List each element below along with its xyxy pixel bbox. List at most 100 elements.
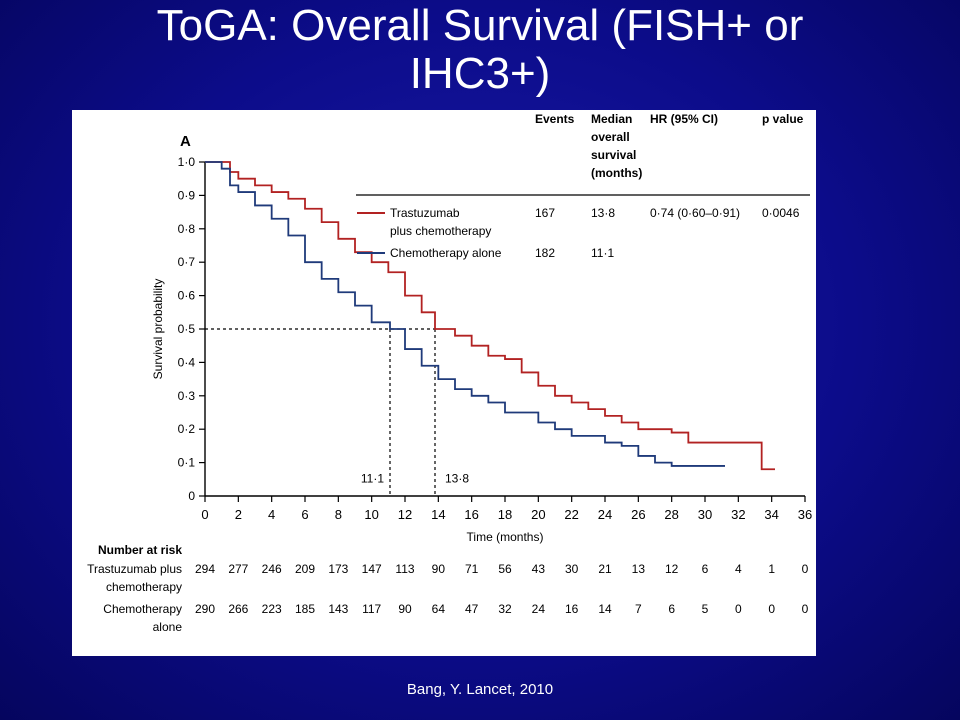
survival-figure: 0 0·1 0·2 0·3 0·4 0·5 0·6 0·7 0·8 0·9 1·0 0 2 4 6 8 10 12…	[72, 110, 816, 656]
x-tick-label: 16	[464, 507, 478, 522]
y-tick-label: 0·9	[178, 188, 196, 202]
risk-value: 209	[295, 562, 315, 576]
risk-value: 173	[328, 562, 348, 576]
risk-value: 24	[532, 602, 546, 616]
table-cell-events: 182	[535, 246, 555, 260]
y-tick-label: 0·8	[178, 222, 196, 236]
table-cell-p: 0·0046	[762, 206, 800, 220]
number-at-risk-title: Number at risk	[98, 543, 182, 557]
risk-value: 71	[465, 562, 479, 576]
table-cell-median: 11·1	[591, 246, 614, 260]
risk-value: 294	[195, 562, 215, 576]
median-label-chemo: 11·1	[361, 471, 384, 485]
risk-value: 43	[532, 562, 546, 576]
slide-title: ToGA: Overall Survival (FISH+ or IHC3+)	[0, 0, 960, 98]
x-tick-label: 24	[598, 507, 612, 522]
y-tick-label: 0·6	[178, 289, 196, 303]
table-header-p: p value	[762, 112, 804, 126]
risk-value: 246	[262, 562, 282, 576]
risk-value: 4	[735, 562, 742, 576]
table-header-median-3: survival	[591, 148, 636, 162]
risk-value: 113	[395, 562, 414, 576]
risk-value: 6	[702, 562, 709, 576]
risk-value: 7	[635, 602, 642, 616]
panel-label: A	[180, 133, 191, 150]
x-tick-label: 2	[235, 507, 242, 522]
risk-value: 223	[262, 602, 282, 616]
y-tick-label: 0·7	[178, 255, 196, 269]
risk-value: 143	[328, 602, 348, 616]
median-label-trastuzumab: 13·8	[445, 471, 469, 485]
y-axis-label: Survival probability	[151, 279, 165, 380]
series-trastuzumab-curve	[205, 161, 775, 471]
x-tick-label: 12	[398, 507, 412, 522]
y-tick-label: 1·0	[178, 155, 196, 169]
y-tick-label: 0·4	[178, 355, 196, 369]
slide-title-line2: IHC3+)	[409, 49, 551, 98]
risk-value: 0	[802, 602, 809, 616]
risk-value: 290	[195, 602, 215, 616]
risk-value: 14	[598, 602, 612, 616]
x-tick-label: 22	[564, 507, 578, 522]
risk-value: 13	[632, 562, 646, 576]
x-tick-label: 36	[798, 507, 812, 522]
risk-row-label: chemotherapy	[106, 580, 182, 594]
x-tick-label: 0	[201, 507, 208, 522]
table-cell-median: 13·8	[591, 206, 615, 220]
risk-value: 1	[768, 562, 775, 576]
slide-title-line1: ToGA: Overall Survival (FISH+ or	[156, 1, 804, 50]
risk-row-label: Trastuzumab plus	[87, 562, 182, 576]
risk-value: 117	[362, 602, 381, 616]
legend-label-trastuzumab-1: Trastuzumab	[390, 206, 460, 220]
risk-value: 90	[432, 562, 446, 576]
risk-value: 56	[498, 562, 512, 576]
risk-value: 21	[598, 562, 612, 576]
risk-row-label: Chemotherapy	[103, 602, 182, 616]
table-header-hr: HR (95% CI)	[650, 112, 718, 126]
x-tick-label: 20	[531, 507, 545, 522]
risk-value: 185	[295, 602, 315, 616]
y-tick-label: 0·5	[178, 322, 196, 336]
y-tick-label: 0	[188, 489, 195, 503]
table-header-median-2: overall	[591, 130, 630, 144]
x-tick-label: 8	[335, 507, 342, 522]
table-cell-events: 167	[535, 206, 555, 220]
risk-value: 30	[565, 562, 579, 576]
risk-value: 32	[498, 602, 512, 616]
x-tick-label: 32	[731, 507, 745, 522]
x-tick-label: 34	[764, 507, 778, 522]
x-axis-label: Time (months)	[467, 530, 544, 544]
x-tick-label: 4	[268, 507, 275, 522]
table-header-median-4: (months)	[591, 166, 642, 180]
series-chemo-curve	[205, 161, 725, 467]
risk-value: 16	[565, 602, 579, 616]
risk-value: 47	[465, 602, 479, 616]
x-tick-label: 30	[698, 507, 712, 522]
x-tick-label: 10	[364, 507, 378, 522]
table-header-events: Events	[535, 112, 575, 126]
risk-value: 266	[228, 602, 248, 616]
risk-value: 147	[362, 562, 382, 576]
x-tick-label: 26	[631, 507, 645, 522]
table-cell-hr: 0·74 (0·60–0·91)	[650, 206, 740, 220]
risk-value: 64	[432, 602, 446, 616]
risk-value: 0	[802, 562, 809, 576]
legend-label-trastuzumab-2: plus chemotherapy	[390, 224, 491, 238]
y-tick-label: 0·2	[178, 422, 196, 436]
citation: Bang, Y. Lancet, 2010	[406, 681, 554, 698]
risk-value: 12	[665, 562, 679, 576]
risk-value: 0	[735, 602, 742, 616]
risk-value: 0	[768, 602, 775, 616]
table-header-median-1: Median	[591, 112, 632, 126]
x-tick-label: 18	[498, 507, 512, 522]
y-tick-label: 0·1	[178, 456, 196, 470]
risk-value: 90	[398, 602, 412, 616]
risk-value: 5	[702, 602, 709, 616]
risk-value: 6	[668, 602, 675, 616]
x-tick-label: 14	[431, 507, 445, 522]
legend-label-chemo: Chemotherapy alone	[390, 246, 502, 260]
risk-value: 277	[228, 562, 248, 576]
kaplan-meier-chart: 00·10·20·30·40·50·60·70·80·91·00 2 4 6 8 10 12…	[87, 112, 812, 634]
risk-row-label: alone	[153, 620, 183, 634]
y-tick-label: 0·3	[178, 389, 196, 403]
